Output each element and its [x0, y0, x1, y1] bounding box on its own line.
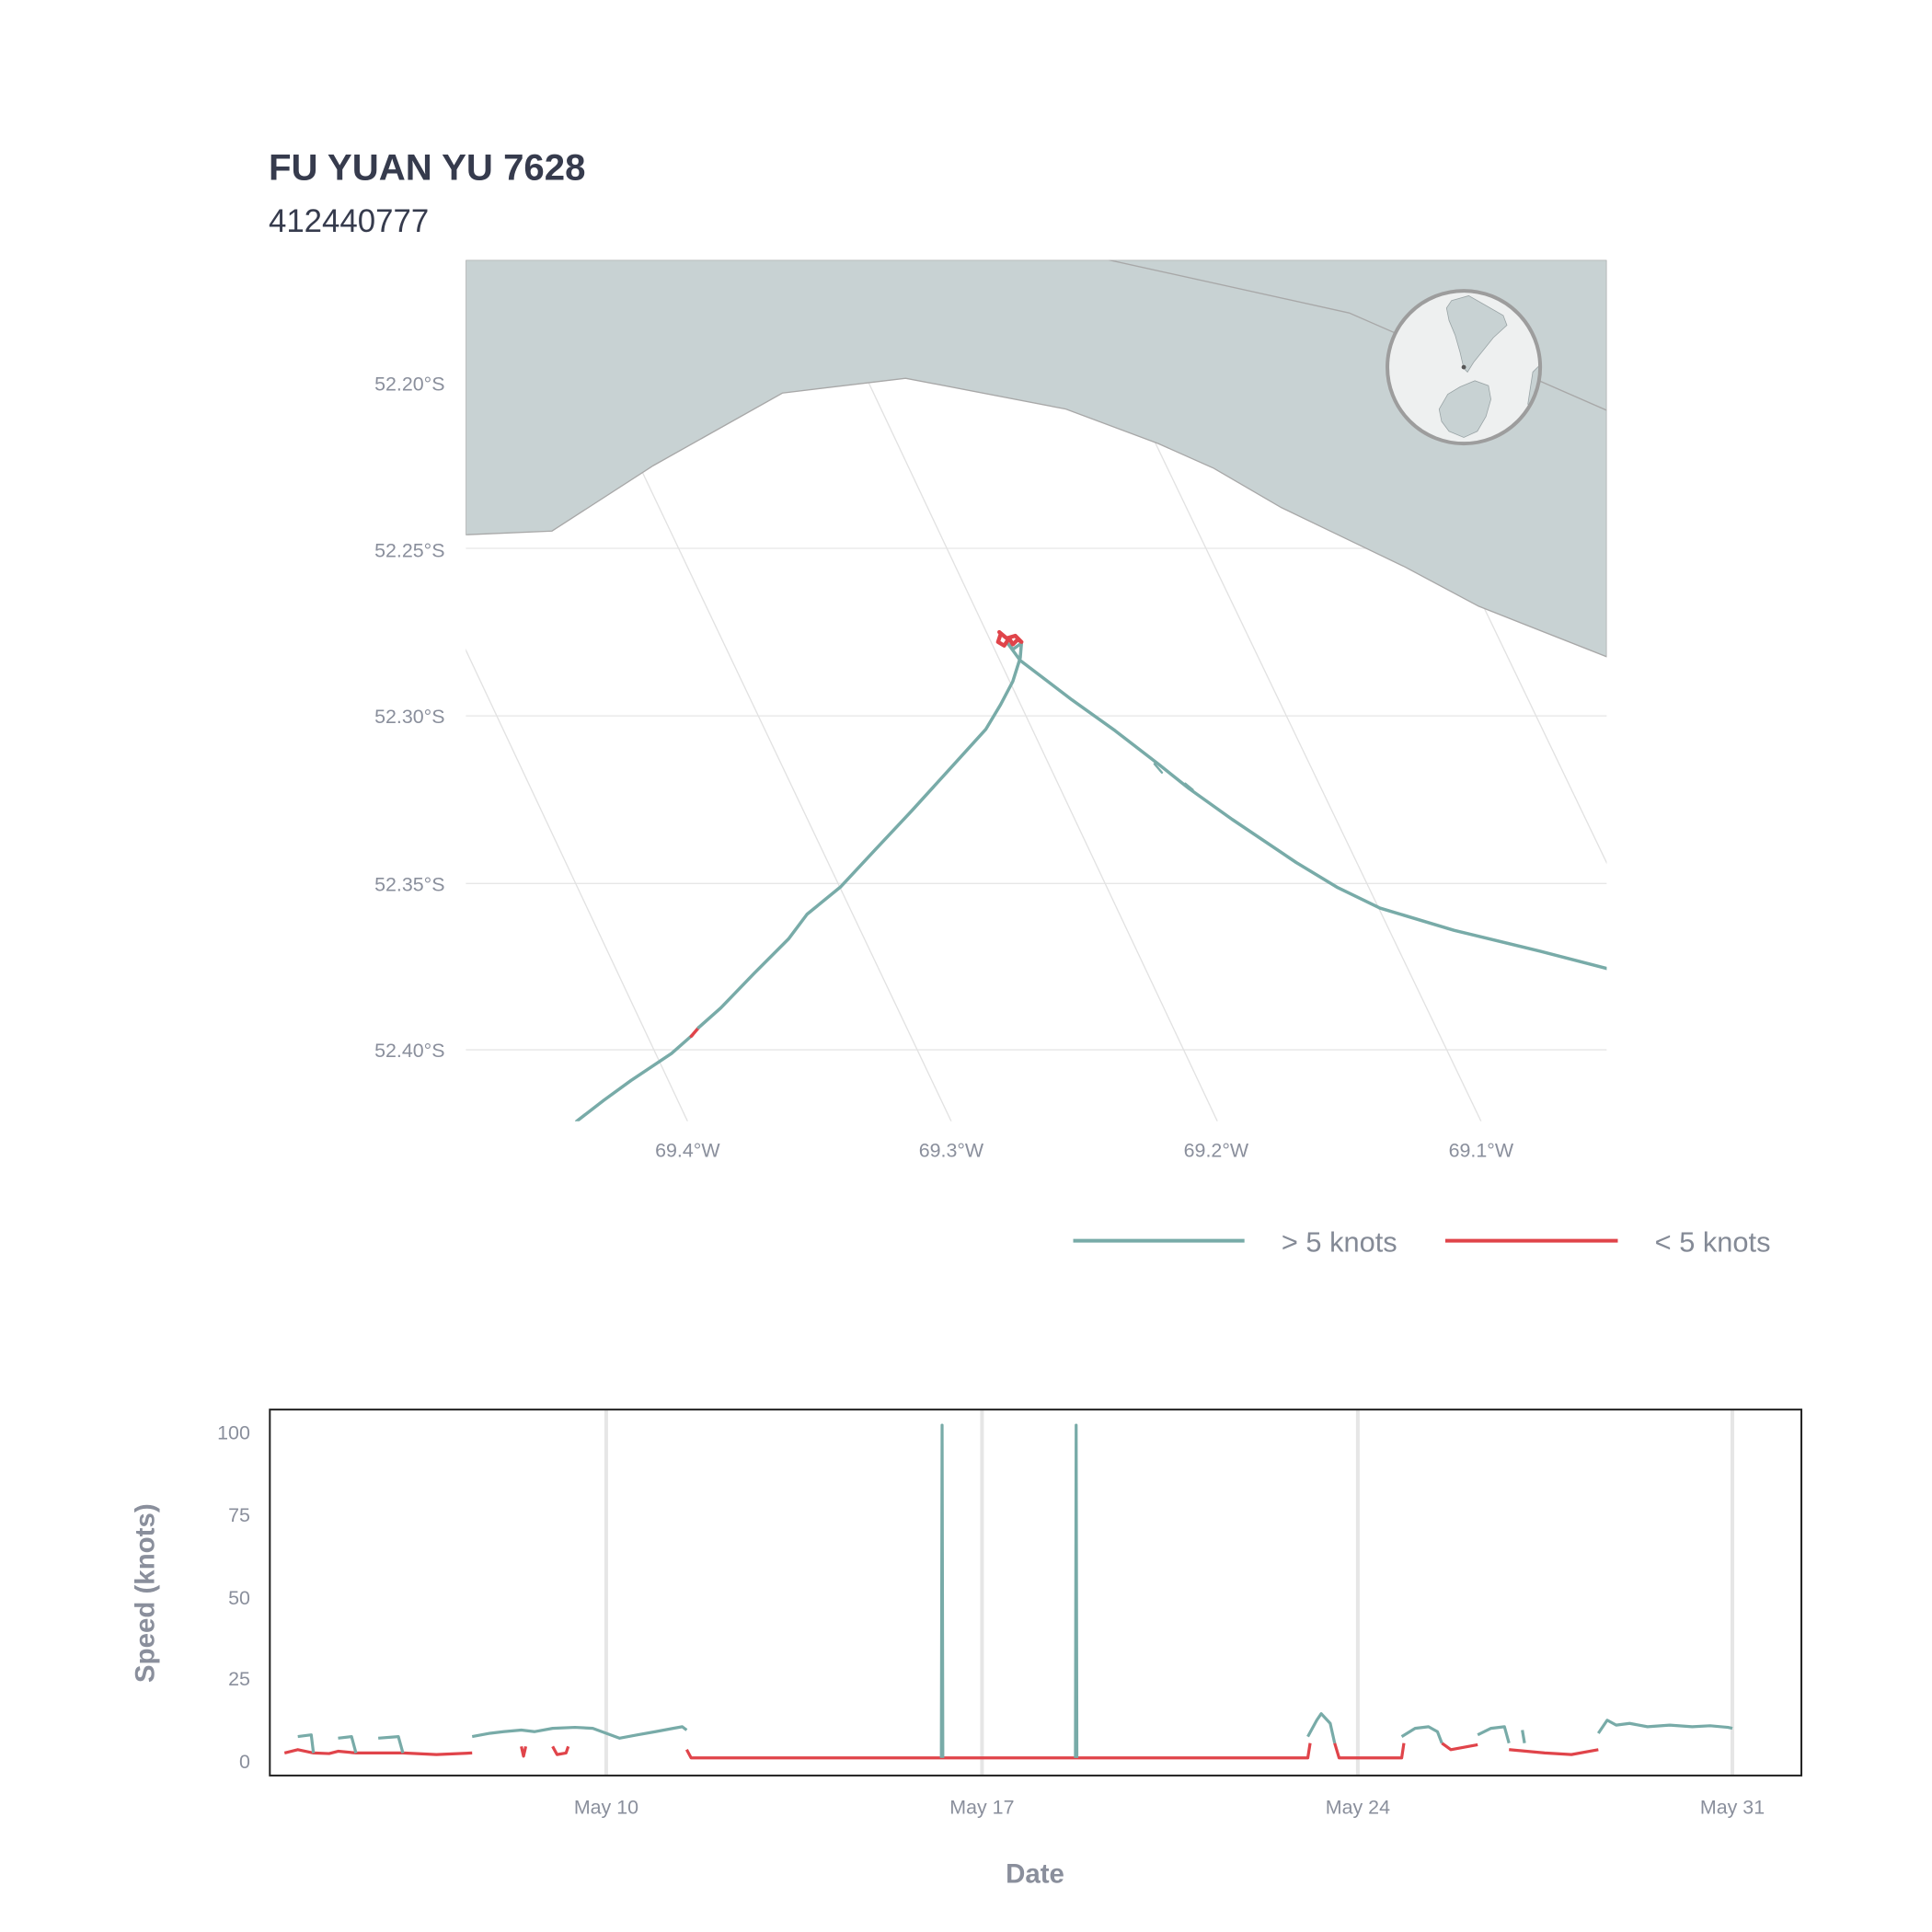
y-tick-label: 75	[228, 1504, 250, 1526]
track-fast-segment	[1153, 763, 1194, 791]
legend: > 5 knots < 5 knots	[1073, 1226, 1771, 1259]
lon-tick-label: 69.1°W	[1449, 1140, 1514, 1162]
speed-line-fast	[1477, 1725, 1511, 1744]
speed-line-fast	[1521, 1730, 1526, 1743]
speed-line-fast	[471, 1725, 688, 1740]
antarctica-shape	[1438, 380, 1491, 438]
track-fast-segment	[575, 1033, 695, 1121]
track-fast-segment	[696, 640, 1607, 1029]
lat-tick-label: 52.20°S	[374, 374, 444, 396]
y-axis-title: Speed (knots)	[130, 1503, 160, 1683]
x-tick-label: May 10	[574, 1796, 638, 1818]
south-america-shape	[1445, 294, 1508, 374]
vessel-name-title: FU YUAN YU 7628	[269, 147, 585, 189]
y-tick-label: 25	[228, 1668, 250, 1690]
track-slow-cluster	[995, 629, 1024, 648]
x-axis-title: Date	[1006, 1858, 1064, 1889]
speed-series-group	[283, 1423, 1733, 1760]
lat-tick-label: 52.40°S	[374, 1040, 444, 1062]
speed-line-slow	[684, 1742, 1312, 1760]
lat-tick-label: 52.30°S	[374, 706, 444, 728]
land-polygon	[466, 259, 1607, 658]
speed-line-slow	[1441, 1742, 1478, 1752]
speed-line-fast	[1400, 1725, 1443, 1744]
globe-inset-icon	[1386, 289, 1543, 446]
speed-line-fast	[338, 1734, 358, 1754]
latitude-labels: 52.20°S 52.25°S 52.30°S 52.35°S 52.40°S	[374, 374, 444, 1063]
speed-y-ticks: 0 25 50 75 100	[217, 1421, 250, 1773]
vessel-location-dot	[1461, 364, 1466, 370]
speed-line-fast	[1306, 1712, 1337, 1744]
speed-line-fast	[378, 1734, 405, 1754]
track-map	[466, 259, 1607, 1121]
lon-tick-label: 69.4°W	[655, 1140, 720, 1162]
legend-label-slow: < 5 knots	[1655, 1226, 1771, 1259]
legend-label-fast: > 5 knots	[1282, 1226, 1397, 1259]
speed-line-slow	[1509, 1748, 1599, 1756]
x-tick-label: May 17	[949, 1796, 1014, 1818]
speed-line-slow	[520, 1745, 528, 1758]
lat-tick-label: 52.25°S	[374, 539, 444, 561]
speed-line-fast	[939, 1423, 945, 1758]
speed-line-slow	[283, 1748, 473, 1756]
x-tick-label: May 31	[1700, 1796, 1765, 1818]
x-tick-label: May 24	[1326, 1796, 1390, 1818]
vessel-track	[575, 629, 1607, 1121]
mmsi-subtitle: 412440777	[269, 203, 429, 239]
speed-line-slow	[1333, 1742, 1406, 1760]
speed-line-fast	[1596, 1719, 1733, 1734]
speed-line-slow	[551, 1745, 570, 1756]
speed-x-ticks: May 10 May 17 May 24 May 31	[574, 1796, 1765, 1818]
speed-chart: 0 25 50 75 100 May 10 May 17 May 24 May …	[130, 1409, 1803, 1889]
longitude-labels: 69.4°W 69.3°W 69.2°W 69.1°W	[655, 1140, 1514, 1162]
lon-tick-label: 69.3°W	[919, 1140, 984, 1162]
y-tick-label: 50	[228, 1587, 250, 1609]
speed-line-fast	[1074, 1423, 1079, 1758]
y-tick-label: 100	[217, 1421, 250, 1443]
speed-chart-gridlines	[604, 1409, 1735, 1776]
y-tick-label: 0	[239, 1751, 250, 1773]
speed-chart-frame	[269, 1409, 1803, 1777]
speed-line-fast	[297, 1733, 316, 1754]
lat-tick-label: 52.35°S	[374, 873, 444, 895]
track-slow-segment	[689, 1026, 701, 1039]
lon-tick-label: 69.2°W	[1184, 1140, 1249, 1162]
